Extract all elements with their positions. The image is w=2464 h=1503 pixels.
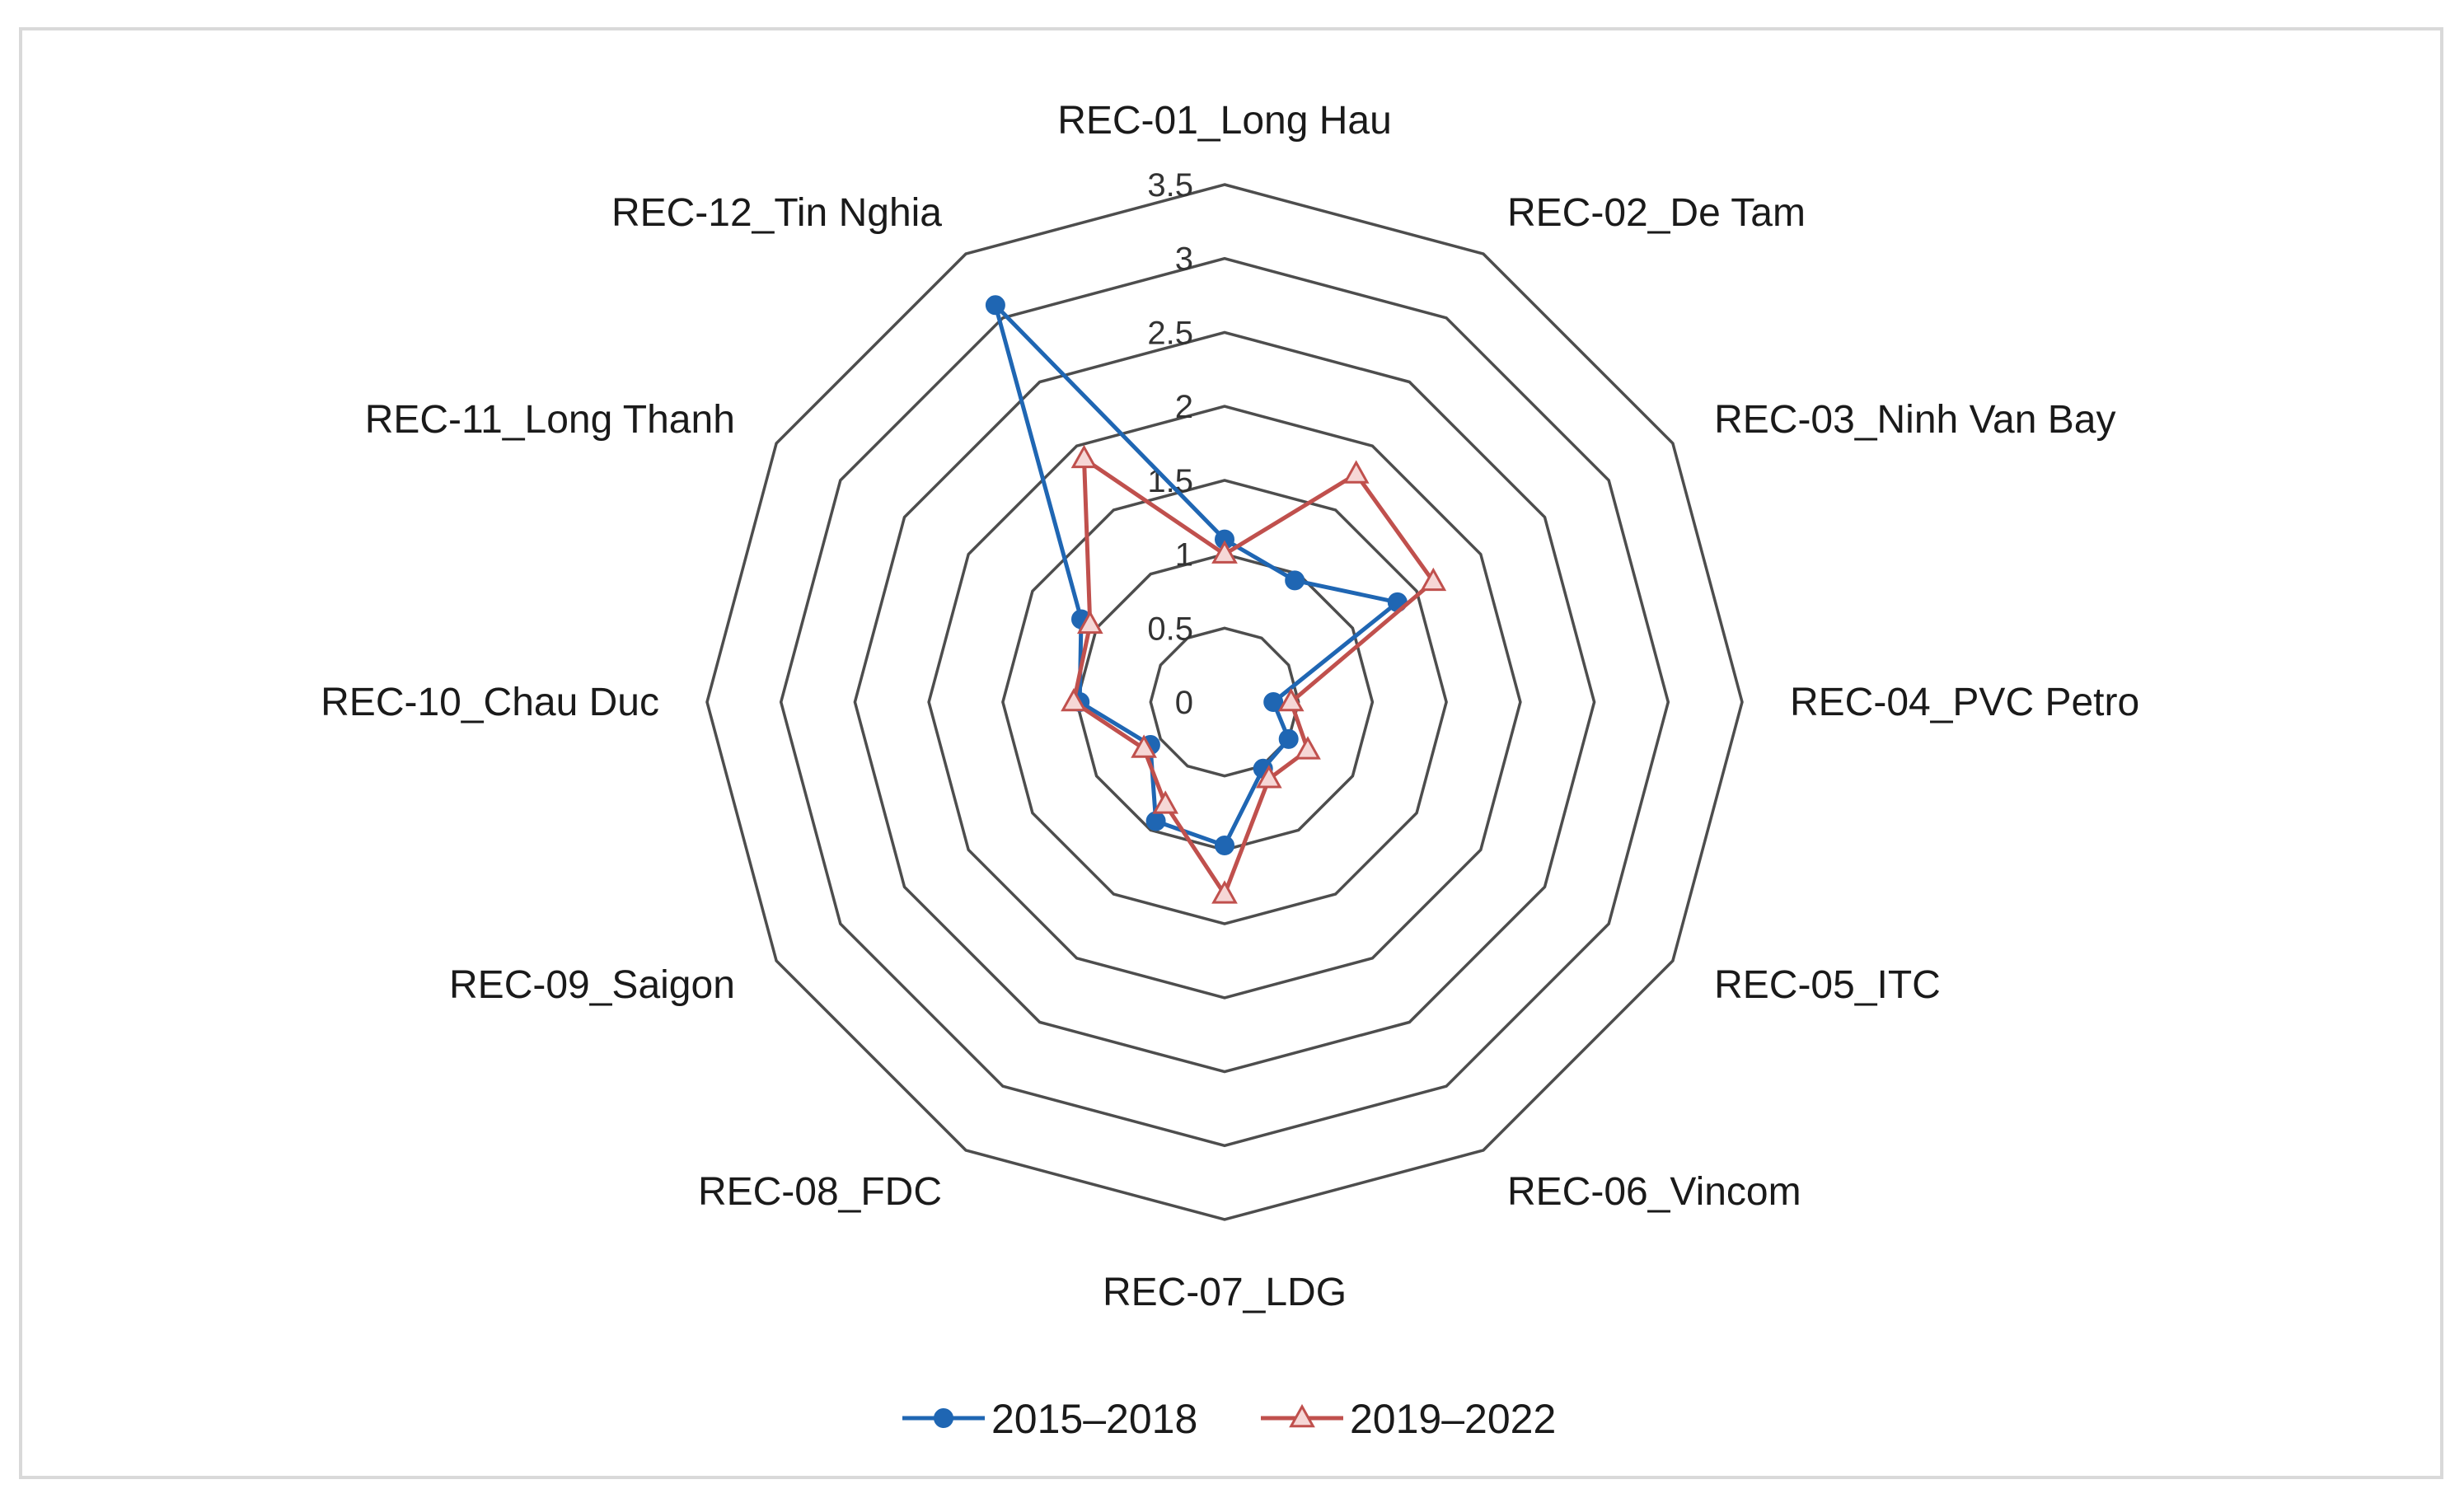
data-point xyxy=(1278,728,1299,749)
legend-marker xyxy=(1289,1403,1315,1428)
category-label: REC-07_LDG xyxy=(1103,1271,1347,1314)
chart-frame xyxy=(19,27,2443,1479)
data-point xyxy=(1215,836,1234,855)
grid-ring xyxy=(1149,626,1300,778)
tick-label: 0 xyxy=(1175,685,1193,721)
legend-label: 2019–2022 xyxy=(1350,1396,1556,1442)
category-label: REC-02_De Tam xyxy=(1507,191,1806,235)
category-label: REC-04_PVC Petro xyxy=(1790,681,2139,724)
data-point xyxy=(1263,692,1284,712)
tick-layer: 00.511.522.533.5 xyxy=(1147,167,1193,721)
tick-label: 1 xyxy=(1175,537,1193,574)
legend: 2015–2018 2019–2022 xyxy=(902,1396,1556,1442)
category-label: REC-08_FDC xyxy=(698,1170,942,1214)
tick-label: 3.5 xyxy=(1147,167,1193,204)
data-point xyxy=(1211,880,1238,904)
tick-label: 3 xyxy=(1175,241,1193,278)
category-label: REC-03_Ninh Van Bay xyxy=(1714,398,2115,442)
data-point xyxy=(1255,765,1282,789)
data-point xyxy=(1061,687,1087,712)
category-label: REC-01_Long Hau xyxy=(1057,99,1392,143)
category-label: REC-11_Long Thanh xyxy=(365,398,735,442)
data-point xyxy=(1420,567,1447,592)
grid-ring xyxy=(705,183,1744,1221)
data-point xyxy=(1131,734,1157,758)
grid-ring xyxy=(853,330,1596,1074)
category-label: REC-12_Tin Nghia xyxy=(611,191,942,235)
data-point xyxy=(1152,790,1179,814)
category-label: REC-10_Chau Duc xyxy=(321,681,659,724)
series-layer xyxy=(985,295,1447,904)
tick-label: 0.5 xyxy=(1147,611,1193,647)
data-point xyxy=(985,295,1005,316)
legend-marker xyxy=(934,1408,953,1428)
data-point xyxy=(1070,444,1098,469)
grid-ring xyxy=(927,405,1522,1000)
category-label: REC-06_Vincom xyxy=(1507,1170,1801,1214)
grid-ring xyxy=(1001,479,1448,925)
category-label-layer: REC-01_Long Hau REC-02_De Tam REC-03_Ninh … xyxy=(321,99,2139,1314)
grid-ring xyxy=(779,256,1670,1148)
data-point xyxy=(1145,811,1166,831)
series-line xyxy=(1071,457,1436,897)
data-point xyxy=(1211,540,1238,564)
tick-label: 2.5 xyxy=(1147,315,1193,351)
data-point xyxy=(1342,460,1370,484)
category-label: REC-09_Saigon xyxy=(449,963,735,1007)
data-point xyxy=(1295,736,1321,760)
grid-layer xyxy=(705,183,1744,1221)
tick-label: 2 xyxy=(1175,389,1193,425)
category-label: REC-05_ITC xyxy=(1714,963,1941,1007)
legend-label: 2015–2018 xyxy=(991,1396,1197,1442)
grid-ring xyxy=(1075,552,1375,852)
series-2 xyxy=(1061,444,1447,904)
data-point xyxy=(1285,570,1305,591)
series-line xyxy=(993,302,1400,848)
data-point xyxy=(1076,610,1103,634)
data-point xyxy=(1277,687,1305,712)
